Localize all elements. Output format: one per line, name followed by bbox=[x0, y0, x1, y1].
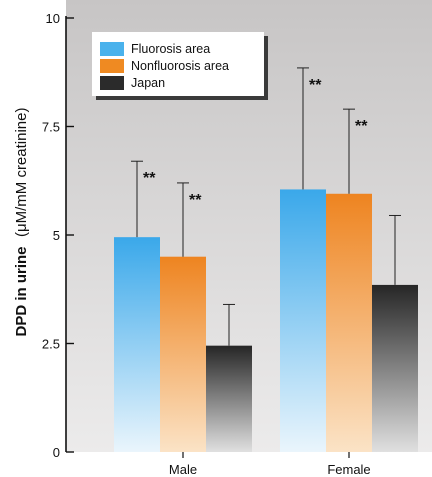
bars: ** ** ** ** bbox=[114, 67, 418, 452]
category-labels: Male Female bbox=[169, 452, 371, 477]
y-axis-title-unit: (μM/mM creatinine) bbox=[13, 108, 30, 238]
legend-swatch-nonfluorosis bbox=[100, 59, 124, 73]
legend-label-fluorosis: Fluorosis area bbox=[131, 42, 210, 56]
y-axis-title: DPD in urine (μM/mM creatinine) bbox=[13, 108, 30, 337]
significance-male-fluorosis: ** bbox=[143, 170, 156, 187]
y-tick-label-3: 7.5 bbox=[42, 120, 60, 135]
bar-male-japan bbox=[206, 345, 252, 452]
legend-label-nonfluorosis: Nonfluorosis area bbox=[131, 59, 229, 73]
bar-female-japan bbox=[372, 284, 418, 452]
legend: Fluorosis area Nonfluorosis area Japan bbox=[92, 32, 268, 100]
bar-male-fluorosis bbox=[114, 237, 160, 452]
bar-male-nonfluorosis bbox=[160, 256, 206, 452]
bar-female-fluorosis bbox=[280, 189, 326, 452]
category-label-male: Male bbox=[169, 462, 197, 477]
significance-female-fluorosis: ** bbox=[309, 77, 322, 94]
y-tick-label-1: 2.5 bbox=[42, 337, 60, 352]
y-tick-label-0: 0 bbox=[53, 445, 60, 460]
legend-swatch-japan bbox=[100, 76, 124, 90]
y-axis-title-main: DPD in urine bbox=[13, 246, 30, 336]
significance-female-nonfluorosis: ** bbox=[355, 118, 368, 135]
category-label-female: Female bbox=[327, 462, 370, 477]
y-tick-label-2: 5 bbox=[53, 228, 60, 243]
significance-male-nonfluorosis: ** bbox=[189, 192, 202, 209]
legend-swatch-fluorosis bbox=[100, 42, 124, 56]
y-tick-label-4: 10 bbox=[46, 11, 60, 26]
bar-female-nonfluorosis bbox=[326, 193, 372, 452]
y-axis: 0 2.5 5 7.5 10 bbox=[42, 11, 74, 460]
legend-label-japan: Japan bbox=[131, 76, 165, 90]
